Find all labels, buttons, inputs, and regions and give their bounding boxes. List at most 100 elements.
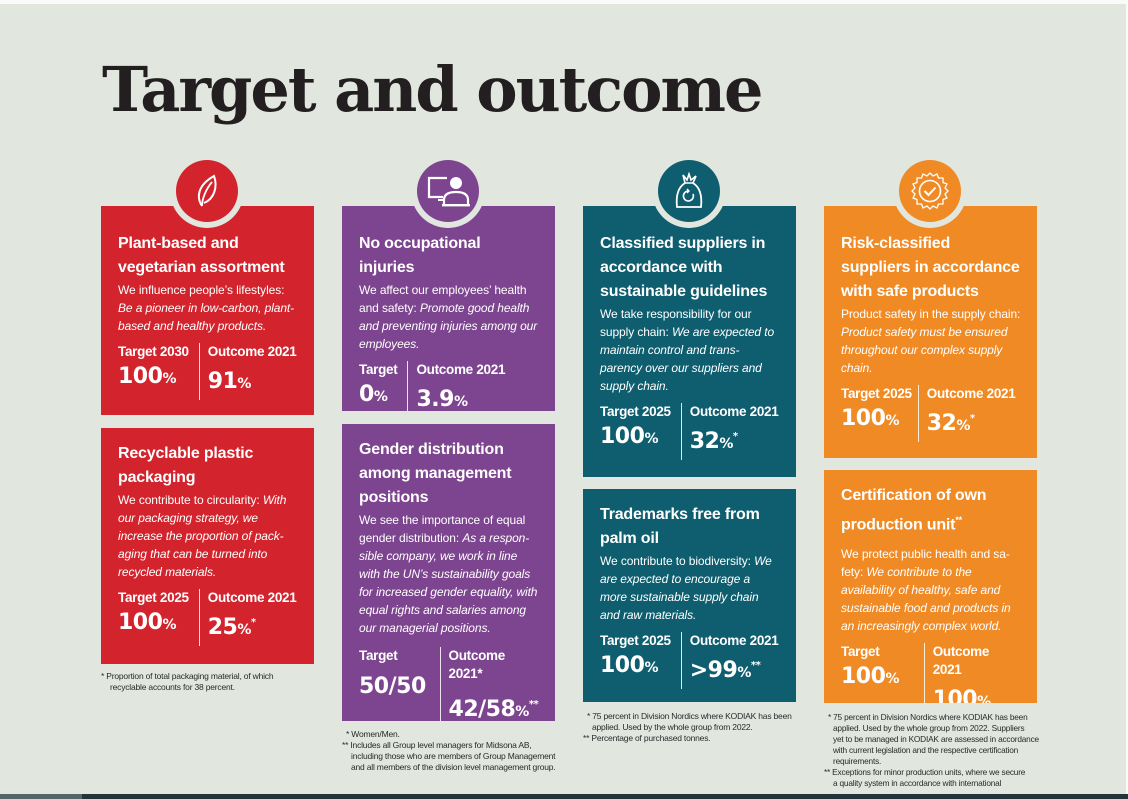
footnote-line: * 75 percent in Division Nordics where K… [828, 712, 1028, 722]
outcome-stat: Outcome 2021 32%* [682, 403, 779, 460]
card-occupational-injuries: No occupational injuries We affect our e… [342, 206, 555, 411]
card-description: We take responsibility for our supply ch… [600, 307, 775, 393]
target-stat: Target 2025 100% [118, 589, 200, 646]
target-label: Target 2025 [600, 633, 671, 648]
footnote-line: a quality system in accordance with inte… [833, 778, 1002, 788]
card-stats: Target 0% Outcome 2021 3.9% [359, 361, 539, 411]
target-stat: Target 2025 100% [600, 403, 682, 460]
outcome-value: 3.9% [416, 387, 468, 411]
footnote-line: recyclable accounts for 38 percent. [110, 682, 235, 692]
card-stats: Target 2030 100% Outcome 2021 91% [118, 343, 298, 400]
outcome-label: Outcome 2021 [932, 644, 990, 678]
top-edge [0, 0, 1128, 4]
outcome-stat: Outcome 2021 25%* [200, 589, 297, 646]
outcome-value: 25%* [207, 615, 256, 640]
icon-badge-1 [170, 154, 244, 228]
outcome-value: 91% [207, 369, 252, 394]
outcome-label: Outcome 2021* [448, 648, 506, 681]
outcome-stat: Outcome 2021 100% [925, 643, 1021, 703]
computer-user-icon [417, 160, 479, 222]
target-stat: Target 2030 100% [118, 343, 200, 400]
target-value: 100% [600, 424, 658, 449]
outcome-label: Outcome 2021 [689, 404, 779, 419]
target-value: 50/50 [359, 674, 426, 699]
target-value: 0% [359, 382, 388, 407]
target-stat: Target 2025 100% [600, 632, 682, 689]
target-label: Target 2025 [118, 590, 189, 605]
outcome-stat: Outcome 2021 91% [200, 343, 297, 400]
outcome-value: 32%* [689, 429, 738, 454]
card-description: We influence people’s lifestyles: Be a p… [118, 283, 295, 333]
recycle-bag-icon [658, 160, 720, 222]
footnote-col3: * 75 percent in Division Nordics where K… [583, 711, 803, 744]
target-label: Target 2030 [118, 344, 189, 359]
target-stat: Target 2025 100% [841, 385, 919, 442]
card-title: Recyclable plastic packaging [118, 445, 254, 486]
card-stats: Target 100% Outcome 2021 100% [841, 643, 1021, 703]
footnote-line: with current legislation and the respect… [833, 745, 1019, 755]
outcome-stat: Outcome 2021 3.9% [408, 361, 505, 411]
outcome-label: Outcome 2021 [207, 590, 297, 605]
target-label: Target [841, 644, 880, 660]
bottom-bar [0, 794, 1128, 799]
outcome-label: Outcome 2021 [416, 362, 506, 377]
icon-badge-4 [893, 154, 967, 228]
target-label: Target 2025 [841, 386, 912, 401]
right-edge [1126, 0, 1128, 799]
card-description: We contribute to biodiversity: We are ex… [600, 554, 772, 622]
outcome-label: Outcome 2021 [689, 633, 779, 648]
card-title: Classified suppliers in accordance with … [600, 235, 768, 300]
footnote-line: requirements. [833, 756, 882, 766]
card-certification-production: Certification of own production unit** W… [824, 470, 1037, 703]
certified-badge-icon [899, 160, 961, 222]
outcome-value: 100% [932, 687, 991, 703]
card-description: We protect public health and sa-fety: We… [841, 547, 1011, 634]
footnote-col2: * Women/Men. ** Includes all Group level… [342, 729, 567, 773]
footnote-line: and all members of the division level ma… [351, 762, 556, 772]
card-description: We affect our employees’ health and safe… [359, 283, 538, 351]
target-label: Target [359, 648, 398, 663]
card-risk-classified-suppliers: Risk-classified suppliers in accordance … [824, 206, 1037, 458]
footnote-col4: * 75 percent in Division Nordics where K… [824, 712, 1054, 789]
footnote-line: applied. Used by the whole group from 20… [592, 722, 753, 732]
outcome-label: Outcome 2021 [207, 344, 297, 359]
target-value: 100% [118, 610, 176, 635]
outcome-label: Outcome 2021 [926, 386, 1016, 401]
target-stat: Target 100% [841, 643, 925, 703]
card-stats: Target 2025 100% Outcome 2021 25%* [118, 589, 298, 646]
icon-badge-2 [411, 154, 485, 228]
card-title: No occupational injuries [359, 235, 481, 276]
target-label: Target 2025 [600, 404, 671, 419]
target-stat: Target 50/50 [359, 647, 441, 721]
leaf-icon [176, 160, 238, 222]
footnote-line: ** Percentage of purchased tonnes. [583, 733, 711, 743]
card-title: Trademarks free from palm oil [600, 506, 760, 547]
card-title: Plant-based and vegetarian assortment [118, 235, 285, 276]
footnote-line: ** Includes all Group level managers for… [342, 740, 532, 750]
icon-badge-3 [652, 154, 726, 228]
card-description: We see the importance of equal gender di… [359, 513, 538, 635]
footnote-line: ** Exceptions for minor production units… [824, 767, 1026, 777]
bottom-bar-segment [0, 794, 82, 799]
outcome-value: 42/58%** [448, 697, 539, 721]
card-stats: Target 2025 100% Outcome 2021 32%* [600, 403, 780, 460]
footnote-line: * Proportion of total packaging material… [101, 671, 274, 681]
page-title: Target and outcome [102, 53, 763, 126]
footnote-col1: * Proportion of total packaging material… [101, 671, 316, 693]
card-palm-oil: Trademarks free from palm oil We contrib… [583, 489, 796, 702]
card-plant-based: Plant-based and vegetarian assortment We… [101, 206, 314, 415]
card-gender-distribution: Gender distribution among management pos… [342, 424, 555, 721]
card-description: Product safety in the supply chain: Prod… [841, 307, 1021, 375]
outcome-value: 32%* [926, 411, 975, 436]
footnote-line: including those who are members of Group… [351, 751, 556, 761]
card-stats: Target 2025 100% Outcome 2021 32%* [841, 385, 1021, 442]
card-description: We contribute to circularity: With our p… [118, 493, 287, 579]
target-value: 100% [841, 664, 899, 690]
target-label: Target [359, 362, 398, 377]
footnote-line: yet to be managed in KODIAK are assessed… [833, 734, 1039, 744]
footnote-line: applied. Used by the whole group from 20… [833, 723, 1025, 733]
card-stats: Target 50/50 Outcome 2021* 42/58%** [359, 647, 539, 721]
outcome-stat: Outcome 2021 >99%** [682, 632, 779, 689]
card-stats: Target 2025 100% Outcome 2021 >99%** [600, 632, 780, 689]
card-title: Gender distribution among management pos… [359, 441, 512, 506]
